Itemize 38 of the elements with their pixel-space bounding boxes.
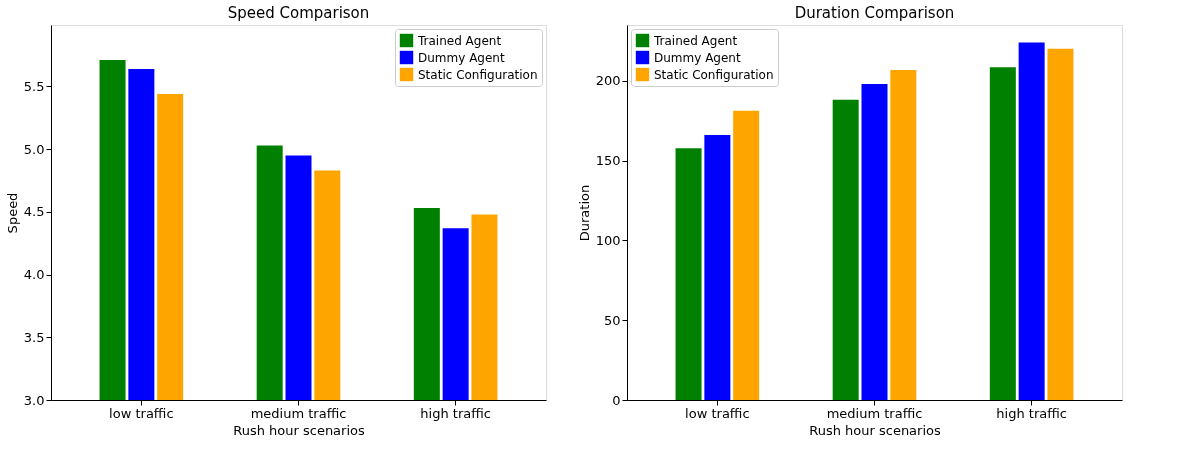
legend-label: Static Configuration xyxy=(654,67,774,82)
x-tick-label: high traffic xyxy=(996,405,1067,421)
y-tick-label: 4.5 xyxy=(23,204,45,220)
x-tick-label: low traffic xyxy=(109,405,174,421)
bar xyxy=(989,67,1016,400)
bar xyxy=(861,84,888,400)
x-tick-label: medium traffic xyxy=(250,405,347,421)
y-tick-label: 3.5 xyxy=(23,329,45,345)
y-tick-label: 5.5 xyxy=(23,78,45,94)
chart-title: Duration Comparison xyxy=(794,4,955,22)
bar xyxy=(704,134,731,400)
y-tick-label: 3.0 xyxy=(23,392,45,408)
bar xyxy=(1047,48,1074,400)
y-tick-label: 5.0 xyxy=(23,141,45,157)
y-tick-label: 4.0 xyxy=(23,267,45,283)
x-axis-title: Rush hour scenarios xyxy=(233,422,365,438)
y-axis-title: Speed xyxy=(4,192,20,234)
legend-label: Static Configuration xyxy=(418,67,538,82)
legend-label: Trained Agent xyxy=(417,33,502,48)
y-tick-label: 50 xyxy=(603,312,621,328)
legend-label: Dummy Agent xyxy=(654,50,741,65)
legend-label: Trained Agent xyxy=(653,33,738,48)
bar xyxy=(890,70,917,400)
bar xyxy=(832,99,859,400)
y-tick-label: 0 xyxy=(612,392,621,408)
bar xyxy=(1018,42,1045,400)
y-axis-title: Duration xyxy=(576,184,592,242)
chart-title: Speed Comparison xyxy=(227,4,370,22)
y-tick-label: 200 xyxy=(595,73,621,89)
bar xyxy=(675,148,702,400)
y-tick-label: 100 xyxy=(595,232,621,248)
x-tick-label: medium traffic xyxy=(826,405,923,421)
y-tick-label: 150 xyxy=(595,153,621,169)
bar xyxy=(733,110,760,400)
legend-label: Dummy Agent xyxy=(418,50,505,65)
x-tick-label: high traffic xyxy=(420,405,491,421)
x-axis-title: Rush hour scenarios xyxy=(809,422,941,438)
x-tick-label: low traffic xyxy=(685,405,750,421)
